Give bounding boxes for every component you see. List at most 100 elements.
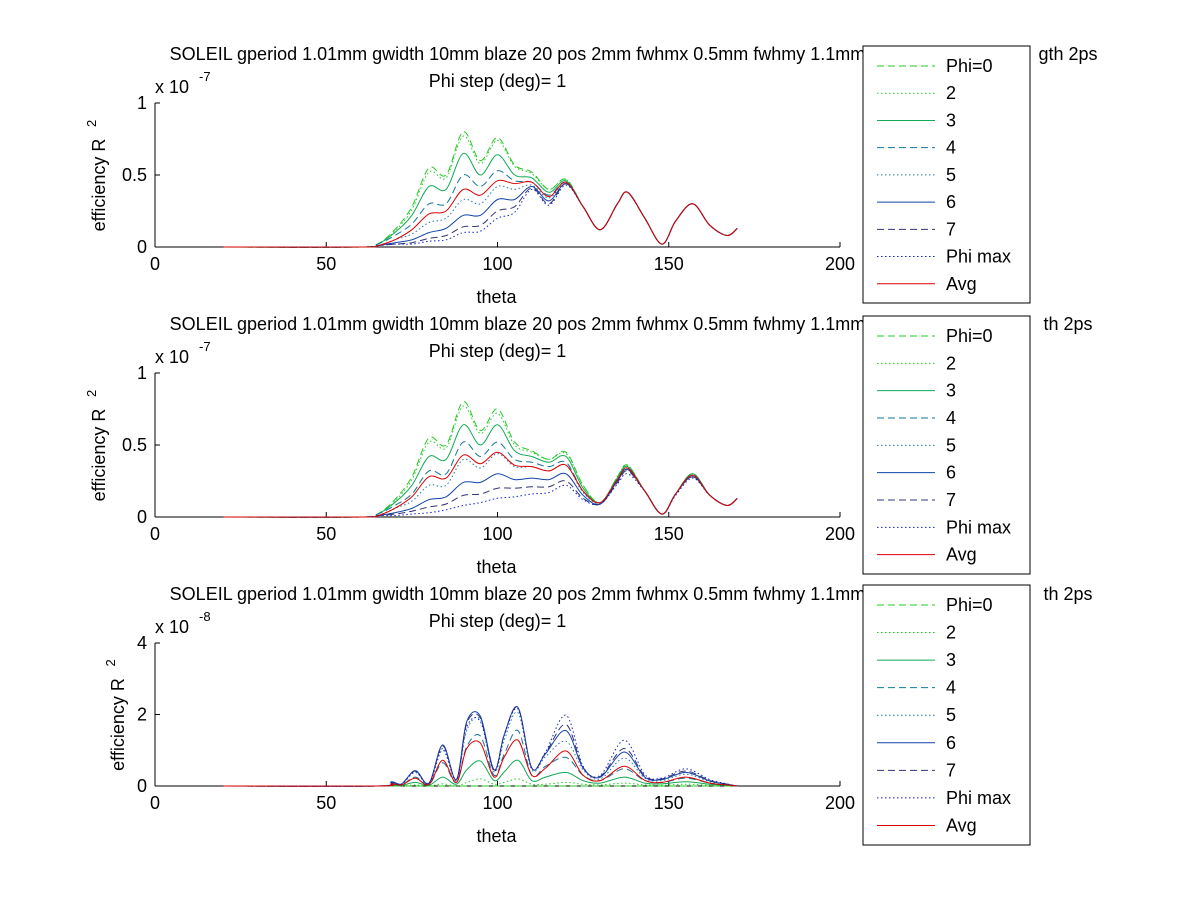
y-axis-label: efficiency R 2 xyxy=(84,120,109,232)
series-line-5 xyxy=(223,711,738,787)
legend-entry: 5 xyxy=(946,165,956,185)
y-axis-label-sup: 2 xyxy=(84,120,99,127)
x-tick-label: 0 xyxy=(150,254,160,274)
subplot-2: 0 50 100 150 200 0 0.5 1 x 10 -7 theta efficiency R… xyxy=(84,314,1093,577)
series-line-6 xyxy=(223,468,738,518)
y-axis-label-sup: 2 xyxy=(103,659,118,666)
legend-box xyxy=(862,584,1031,846)
axis-exponent: x 10 xyxy=(155,617,189,637)
series-line-2 xyxy=(223,135,738,248)
series-line-phi-max xyxy=(223,184,738,248)
y-tick-label: 0 xyxy=(137,237,147,257)
plot-subtitle: Phi step (deg)= 1 xyxy=(429,341,567,361)
legend-entry: 7 xyxy=(946,760,956,780)
legend-entry: 6 xyxy=(946,192,956,212)
legend-entry: Phi max xyxy=(946,247,1011,267)
axis-exponent-sup: -8 xyxy=(199,609,211,624)
series-line-7 xyxy=(223,470,738,518)
x-tick-label: 100 xyxy=(482,793,512,813)
series-line-4 xyxy=(223,729,738,787)
plot-title: SOLEIL gperiod 1.01mm gwidth 10mm blaze … xyxy=(170,584,926,604)
legend-entry: 3 xyxy=(946,110,956,130)
legend-entry: 6 xyxy=(946,733,956,753)
legend-entry: 3 xyxy=(946,381,956,401)
legend-entry: 3 xyxy=(946,650,956,670)
series-line-avg xyxy=(223,739,738,787)
y-axis-label: efficiency R 2 xyxy=(103,659,128,771)
plot-title-tail: th 2ps xyxy=(1043,314,1092,334)
y-tick-label: 4 xyxy=(137,633,147,653)
legend-entry: 4 xyxy=(946,678,956,698)
legend-entry: Phi max xyxy=(946,517,1011,537)
legend-entry: Phi max xyxy=(946,788,1011,808)
plot-title: SOLEIL gperiod 1.01mm gwidth 10mm blaze … xyxy=(170,314,926,334)
y-axis-label-text: efficiency R xyxy=(108,678,128,771)
legend-entry: 5 xyxy=(946,435,956,455)
series-line-phi-0 xyxy=(223,401,738,518)
legend-entry: 7 xyxy=(946,490,956,510)
x-tick-label: 150 xyxy=(654,524,684,544)
x-tick-label: 200 xyxy=(825,254,855,274)
legend-box xyxy=(862,315,1031,575)
x-tick-label: 200 xyxy=(825,793,855,813)
y-tick-label: 0 xyxy=(137,507,147,527)
y-tick-label: 1 xyxy=(137,363,147,383)
legend-entry: 6 xyxy=(946,463,956,483)
series-line-5 xyxy=(223,453,738,518)
y-tick-label: 0.5 xyxy=(122,435,147,455)
x-tick-label: 50 xyxy=(316,524,336,544)
series-line-4 xyxy=(223,170,738,248)
legend-entry: 2 xyxy=(946,83,956,103)
y-tick-label: 2 xyxy=(137,705,147,725)
plot-title-tail: gth 2ps xyxy=(1038,44,1097,64)
y-axis-label-text: efficiency R xyxy=(89,139,109,232)
series-line-phi-0 xyxy=(223,131,738,248)
plot-subtitle: Phi step (deg)= 1 xyxy=(429,71,567,91)
y-tick-label: 0 xyxy=(137,776,147,796)
x-tick-label: 200 xyxy=(825,524,855,544)
y-axis-label: efficiency R 2 xyxy=(84,390,109,502)
legend-entry: 2 xyxy=(946,623,956,643)
series-line-6 xyxy=(223,183,738,248)
x-tick-label: 0 xyxy=(150,793,160,813)
x-axis-label: theta xyxy=(476,287,517,307)
legend-entry: Phi=0 xyxy=(946,326,993,346)
legend-entry: 4 xyxy=(946,408,956,428)
series-line-2 xyxy=(223,778,738,787)
series-line-avg xyxy=(223,179,738,248)
axis-exponent-sup: -7 xyxy=(199,69,211,84)
legend-entry: 4 xyxy=(946,138,956,158)
y-axis-label-text: efficiency R xyxy=(89,409,109,502)
axis-exponent: x 10 xyxy=(155,77,189,97)
legend-box xyxy=(862,45,1031,304)
series-line-2 xyxy=(223,405,738,518)
series-line-3 xyxy=(223,424,738,518)
legend-entry: Avg xyxy=(946,545,977,565)
legend-entry: Phi=0 xyxy=(946,56,993,76)
plot-title: SOLEIL gperiod 1.01mm gwidth 10mm blaze … xyxy=(170,44,926,64)
series-line-avg xyxy=(223,451,738,518)
subplot-1: 0 50 100 150 200 0 0.5 1 x 10 -7 theta efficiency R… xyxy=(84,44,1098,307)
legend-entry: 2 xyxy=(946,353,956,373)
series-line-4 xyxy=(223,441,738,518)
y-axis-label-sup: 2 xyxy=(84,390,99,397)
legend-entry: Avg xyxy=(946,274,977,294)
series-line-phi-max xyxy=(223,707,738,787)
x-axis-label: theta xyxy=(476,826,517,846)
x-tick-label: 100 xyxy=(482,254,512,274)
series-line-3 xyxy=(223,759,738,787)
legend-entry: Phi=0 xyxy=(946,595,993,615)
subplot-3: 0 50 100 150 200 0 2 4 x 10 -8 theta efficiency R 2… xyxy=(103,584,1093,846)
axis-exponent: x 10 xyxy=(155,347,189,367)
y-tick-label: 0.5 xyxy=(122,165,147,185)
legend-entry: 5 xyxy=(946,705,956,725)
axis-exponent-sup: -7 xyxy=(199,339,211,354)
series-line-7 xyxy=(223,706,738,787)
x-tick-label: 50 xyxy=(316,793,336,813)
x-tick-label: 50 xyxy=(316,254,336,274)
x-axis-label: theta xyxy=(476,557,517,577)
series-line-phi-max xyxy=(223,473,738,518)
x-tick-label: 150 xyxy=(654,793,684,813)
x-tick-label: 0 xyxy=(150,524,160,544)
